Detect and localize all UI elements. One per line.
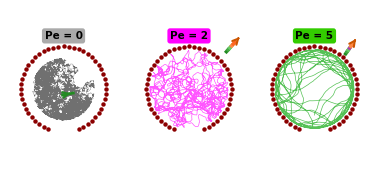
Text: Pe = 2: Pe = 2: [170, 31, 208, 41]
Text: Pe = 5: Pe = 5: [296, 31, 333, 41]
Text: Pe = 0: Pe = 0: [45, 31, 82, 41]
